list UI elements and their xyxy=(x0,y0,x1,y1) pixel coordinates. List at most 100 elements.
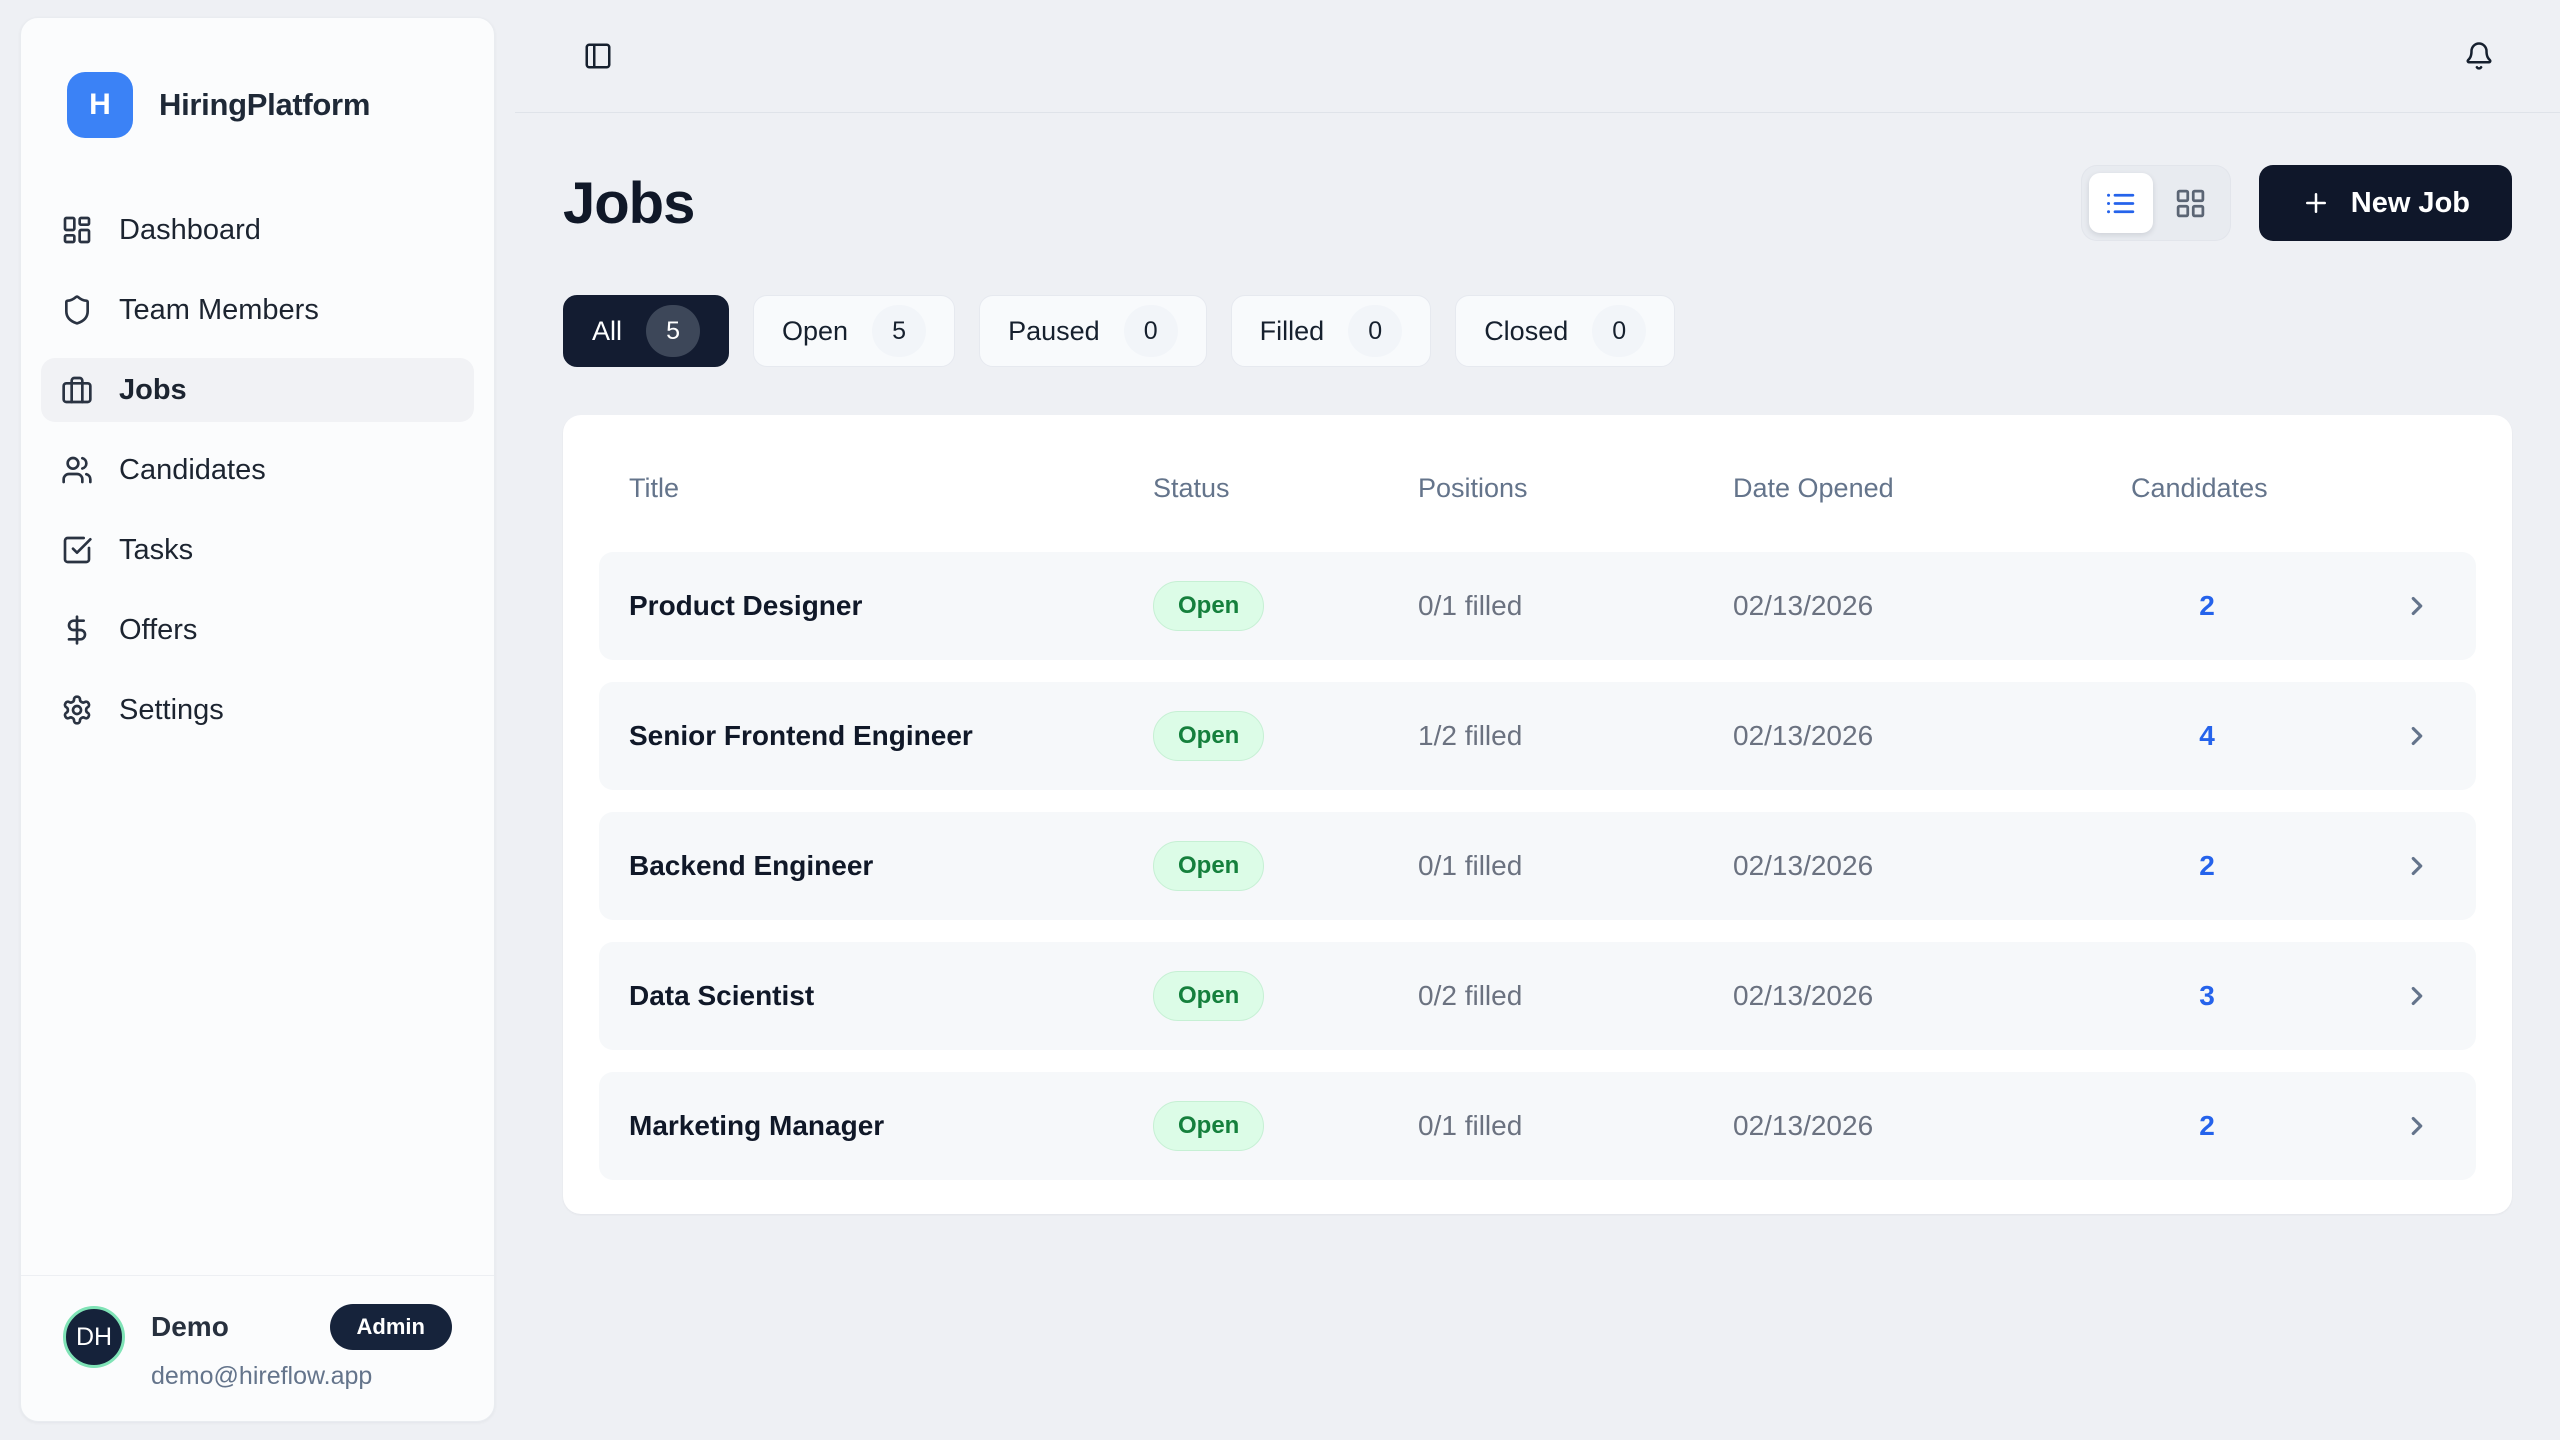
date-opened-cell: 02/13/2026 xyxy=(1733,590,1874,621)
filter-tab-label: Filled xyxy=(1259,315,1325,346)
app-name: HiringPlatform xyxy=(159,87,371,122)
sidebar-item-tasks[interactable]: Tasks xyxy=(41,518,474,582)
new-job-label: New Job xyxy=(2350,186,2470,219)
status-cell: Open xyxy=(1153,841,1418,891)
grid-view-icon xyxy=(2174,187,2207,220)
chevron-right-icon[interactable] xyxy=(2402,981,2446,1011)
sidebar-item-dashboard[interactable]: Dashboard xyxy=(41,198,474,262)
panel-left-icon xyxy=(583,41,613,71)
sidebar-item-label: Team Members xyxy=(119,293,319,326)
grid-view-button[interactable] xyxy=(2159,173,2223,233)
sidebar-item-candidates[interactable]: Candidates xyxy=(41,438,474,502)
plus-icon xyxy=(2301,188,2331,218)
candidates-count[interactable]: 4 xyxy=(2199,720,2215,751)
chevron-right-icon[interactable] xyxy=(2402,591,2446,621)
sidebar-item-label: Dashboard xyxy=(119,213,261,246)
job-title-cell: Backend Engineer xyxy=(629,850,874,881)
filter-tab-paused[interactable]: Paused 0 xyxy=(979,295,1207,367)
column-header-date-opened: Date Opened xyxy=(1733,473,1894,503)
table-row[interactable]: Marketing Manager Open 0/1 filled 02/13/… xyxy=(599,1072,2476,1180)
sidebar-nav: Dashboard Team Members Jobs Candidates T… xyxy=(21,174,494,760)
bell-icon xyxy=(2464,41,2494,71)
head-controls: New Job xyxy=(2080,165,2512,241)
sidebar-item-label: Candidates xyxy=(119,453,266,486)
role-badge: Admin xyxy=(329,1304,452,1350)
status-cell: Open xyxy=(1153,711,1418,761)
dashboard-icon xyxy=(61,214,93,246)
job-title-cell: Product Designer xyxy=(629,590,863,621)
briefcase-icon xyxy=(61,374,93,406)
filter-tab-label: Open xyxy=(782,315,849,346)
notifications-button[interactable] xyxy=(2456,33,2502,79)
sidebar-toggle-button[interactable] xyxy=(575,33,621,79)
jobs-table-card: Title Status Positions Date Opened Candidate… xyxy=(563,415,2512,1214)
candidates-count[interactable]: 2 xyxy=(2199,590,2215,621)
view-mode-toggle xyxy=(2080,165,2231,241)
main-area: Jobs New Job All 5 Open 5 xyxy=(515,0,2560,1440)
sidebar-item-offers[interactable]: Offers xyxy=(41,598,474,662)
filter-tab-label: Closed xyxy=(1484,315,1569,346)
page-title: Jobs xyxy=(563,170,695,236)
user-name: Demo xyxy=(151,1311,229,1342)
status-badge: Open xyxy=(1153,971,1265,1021)
filter-count-badge: 0 xyxy=(1123,305,1178,357)
date-opened-cell: 02/13/2026 xyxy=(1733,850,1874,881)
status-cell: Open xyxy=(1153,971,1418,1021)
table-row[interactable]: Product Designer Open 0/1 filled 02/13/2… xyxy=(599,552,2476,660)
chevron-right-icon[interactable] xyxy=(2402,851,2446,881)
gear-icon xyxy=(61,694,93,726)
new-job-button[interactable]: New Job xyxy=(2258,165,2512,241)
positions-cell: 0/2 filled xyxy=(1418,980,1523,1011)
job-title-cell: Marketing Manager xyxy=(629,1110,885,1141)
list-view-icon xyxy=(2104,187,2137,220)
user-email: demo@hireflow.app xyxy=(151,1362,373,1390)
table-row[interactable]: Backend Engineer Open 0/1 filled 02/13/2… xyxy=(599,812,2476,920)
sidebar-item-label: Tasks xyxy=(119,533,194,566)
filter-count-badge: 0 xyxy=(1348,305,1403,357)
topbar xyxy=(515,0,2560,113)
table-body: Product Designer Open 0/1 filled 02/13/2… xyxy=(599,552,2476,1180)
brand: H HiringPlatform xyxy=(21,18,494,174)
job-title-cell: Senior Frontend Engineer xyxy=(629,720,973,751)
sidebar-item-settings[interactable]: Settings xyxy=(41,678,474,742)
sidebar-item-label: Settings xyxy=(119,693,224,726)
user-block: Demo Admin demo@hireflow.app xyxy=(151,1304,452,1391)
positions-cell: 1/2 filled xyxy=(1418,720,1523,751)
job-title-cell: Data Scientist xyxy=(629,980,815,1011)
column-header-status: Status xyxy=(1153,473,1230,503)
sidebar: H HiringPlatform Dashboard Team Members … xyxy=(20,17,495,1422)
filter-tab-all[interactable]: All 5 xyxy=(563,295,730,367)
date-opened-cell: 02/13/2026 xyxy=(1733,1110,1874,1141)
page-head: Jobs New Job xyxy=(563,165,2512,241)
table-row[interactable]: Data Scientist Open 0/2 filled 02/13/202… xyxy=(599,942,2476,1050)
date-opened-cell: 02/13/2026 xyxy=(1733,720,1874,751)
shield-icon xyxy=(61,294,93,326)
positions-cell: 0/1 filled xyxy=(1418,1110,1523,1141)
filter-tab-label: All xyxy=(592,315,623,346)
status-badge: Open xyxy=(1153,711,1265,761)
sidebar-item-jobs[interactable]: Jobs xyxy=(41,358,474,422)
column-header-positions: Positions xyxy=(1418,473,1528,503)
positions-cell: 0/1 filled xyxy=(1418,590,1523,621)
sidebar-item-team-members[interactable]: Team Members xyxy=(41,278,474,342)
sidebar-item-label: Jobs xyxy=(119,373,187,406)
candidates-count[interactable]: 3 xyxy=(2199,980,2215,1011)
candidates-count[interactable]: 2 xyxy=(2199,1110,2215,1141)
filter-count-badge: 5 xyxy=(646,305,701,357)
chevron-right-icon[interactable] xyxy=(2402,1111,2446,1141)
list-view-button[interactable] xyxy=(2088,173,2153,233)
date-opened-cell: 02/13/2026 xyxy=(1733,980,1874,1011)
column-header-title: Title xyxy=(629,473,680,503)
users-icon xyxy=(61,454,93,486)
status-cell: Open xyxy=(1153,581,1418,631)
filter-tab-closed[interactable]: Closed 0 xyxy=(1455,295,1676,367)
app-logo: H xyxy=(67,72,133,138)
filter-tab-open[interactable]: Open 5 xyxy=(753,295,956,367)
task-check-icon xyxy=(61,534,93,566)
content: Jobs New Job All 5 Open 5 xyxy=(515,113,2560,1214)
chevron-right-icon[interactable] xyxy=(2402,721,2446,751)
filter-tab-filled[interactable]: Filled 0 xyxy=(1230,295,1432,367)
status-badge: Open xyxy=(1153,581,1265,631)
candidates-count[interactable]: 2 xyxy=(2199,850,2215,881)
table-row[interactable]: Senior Frontend Engineer Open 1/2 filled… xyxy=(599,682,2476,790)
